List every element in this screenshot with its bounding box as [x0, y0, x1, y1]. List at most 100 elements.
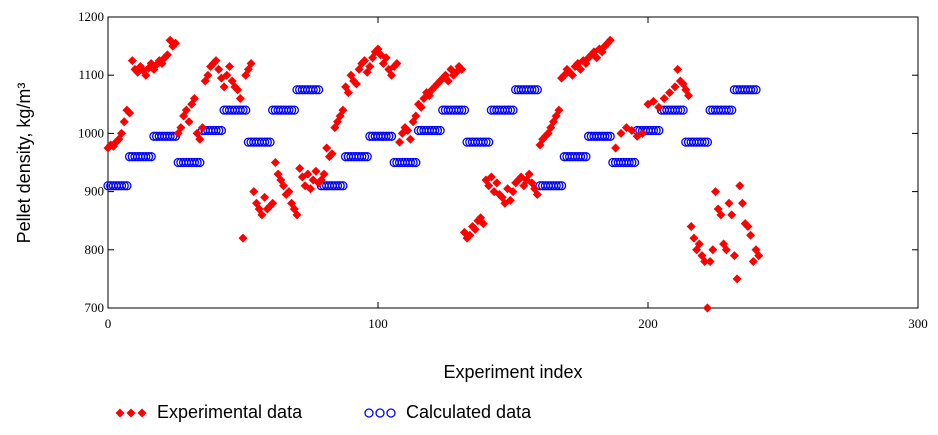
experimental-point [708, 245, 718, 255]
experimental-point [478, 219, 488, 229]
legend-circle [375, 408, 385, 418]
experimental-point [284, 187, 294, 197]
calculated-point [502, 105, 513, 115]
calculated-point [678, 105, 688, 115]
experimental-point [732, 274, 742, 284]
y-tick-label: 700 [85, 300, 105, 315]
calculated-point [457, 105, 467, 115]
experimental-point [184, 117, 194, 127]
calculated-point [332, 181, 343, 191]
calculated-point [481, 137, 491, 147]
y-tick-label: 900 [85, 184, 105, 199]
experimental-point [327, 149, 337, 159]
calculated-point [195, 157, 205, 168]
x-tick-label: 300 [908, 316, 928, 331]
calculated-point [338, 181, 348, 191]
experimental-point [670, 82, 680, 92]
experimental-point [702, 303, 712, 313]
calculated-point [362, 152, 372, 162]
calculated-point [459, 105, 470, 115]
experimental-point [748, 256, 758, 266]
calculated-point [235, 105, 245, 115]
experimental-point [214, 64, 224, 74]
experimental-point [532, 190, 542, 200]
calculated-point [335, 181, 345, 191]
legend-experimental-marker [115, 408, 147, 418]
calculated-point [286, 105, 297, 115]
calculated-point [581, 152, 591, 162]
calculated-point [508, 105, 518, 115]
calculated-point [697, 137, 707, 147]
y-tick-label: 1200 [78, 9, 104, 24]
experimental-point [616, 128, 626, 138]
experimental-point [465, 230, 475, 240]
experimental-point [721, 245, 731, 255]
experimental-point [279, 181, 288, 191]
experimental-point [705, 256, 715, 266]
calculated-point [578, 152, 588, 162]
experimental-point [189, 93, 199, 103]
experimental-point [605, 35, 615, 45]
calculated-point [146, 152, 156, 162]
experimental-point [403, 125, 413, 135]
experimental-point [727, 210, 737, 220]
calculated-point [116, 181, 127, 191]
experimental-point [338, 105, 348, 115]
calculated-point [284, 105, 294, 115]
calculated-point [654, 125, 664, 136]
calculated-point [605, 131, 615, 141]
plot-frame [107, 16, 919, 309]
calculated-point [238, 105, 248, 115]
calculated-point [627, 157, 637, 168]
legend: Experimental data Calculated data [115, 402, 532, 422]
calculated-point [648, 125, 659, 136]
experimental-point [203, 70, 213, 80]
experimental-point [119, 117, 129, 127]
calculated-point [384, 131, 394, 141]
experimental-point [492, 178, 502, 188]
experimental-point [665, 88, 675, 98]
experimental-point [238, 233, 248, 243]
legend-circle [386, 408, 396, 418]
calculated-point [702, 137, 713, 147]
experimental-point [141, 70, 151, 80]
experimental-point [627, 125, 637, 135]
calculated-point [359, 152, 370, 162]
experimental-point [392, 59, 402, 69]
calculated-point [575, 152, 586, 162]
data-marks [103, 35, 764, 313]
calculated-point [265, 137, 275, 147]
legend-circle [364, 408, 374, 418]
experimental-point [638, 128, 648, 138]
calculated-point [724, 105, 734, 115]
calculated-point [673, 105, 683, 115]
experimental-point [648, 96, 658, 106]
experimental-point [684, 91, 693, 101]
y-tick-label: 1100 [78, 67, 104, 82]
experimental-point [343, 88, 353, 98]
calculated-point [214, 125, 224, 136]
calculated-point [435, 125, 445, 136]
legend-diamond [137, 408, 147, 418]
calculated-point [381, 131, 391, 141]
calculated-point [386, 131, 397, 141]
calculated-point [629, 157, 640, 168]
calculated-point [727, 105, 737, 115]
experimental-point [127, 56, 137, 66]
calculated-point [602, 131, 613, 141]
calculated-point [556, 181, 567, 191]
calculated-point [624, 157, 634, 168]
experimental-point [754, 251, 764, 261]
calculated-point [313, 85, 324, 95]
calculated-point [600, 131, 610, 141]
experimental-point [219, 82, 229, 92]
experimental-point [260, 192, 270, 202]
experimental-point [443, 76, 453, 86]
experimental-point [171, 38, 180, 48]
experimental-point [735, 181, 745, 191]
calculated-point [259, 137, 270, 147]
experimental-point [457, 64, 467, 74]
experimental-point [738, 198, 747, 208]
experimental-point [729, 251, 739, 261]
